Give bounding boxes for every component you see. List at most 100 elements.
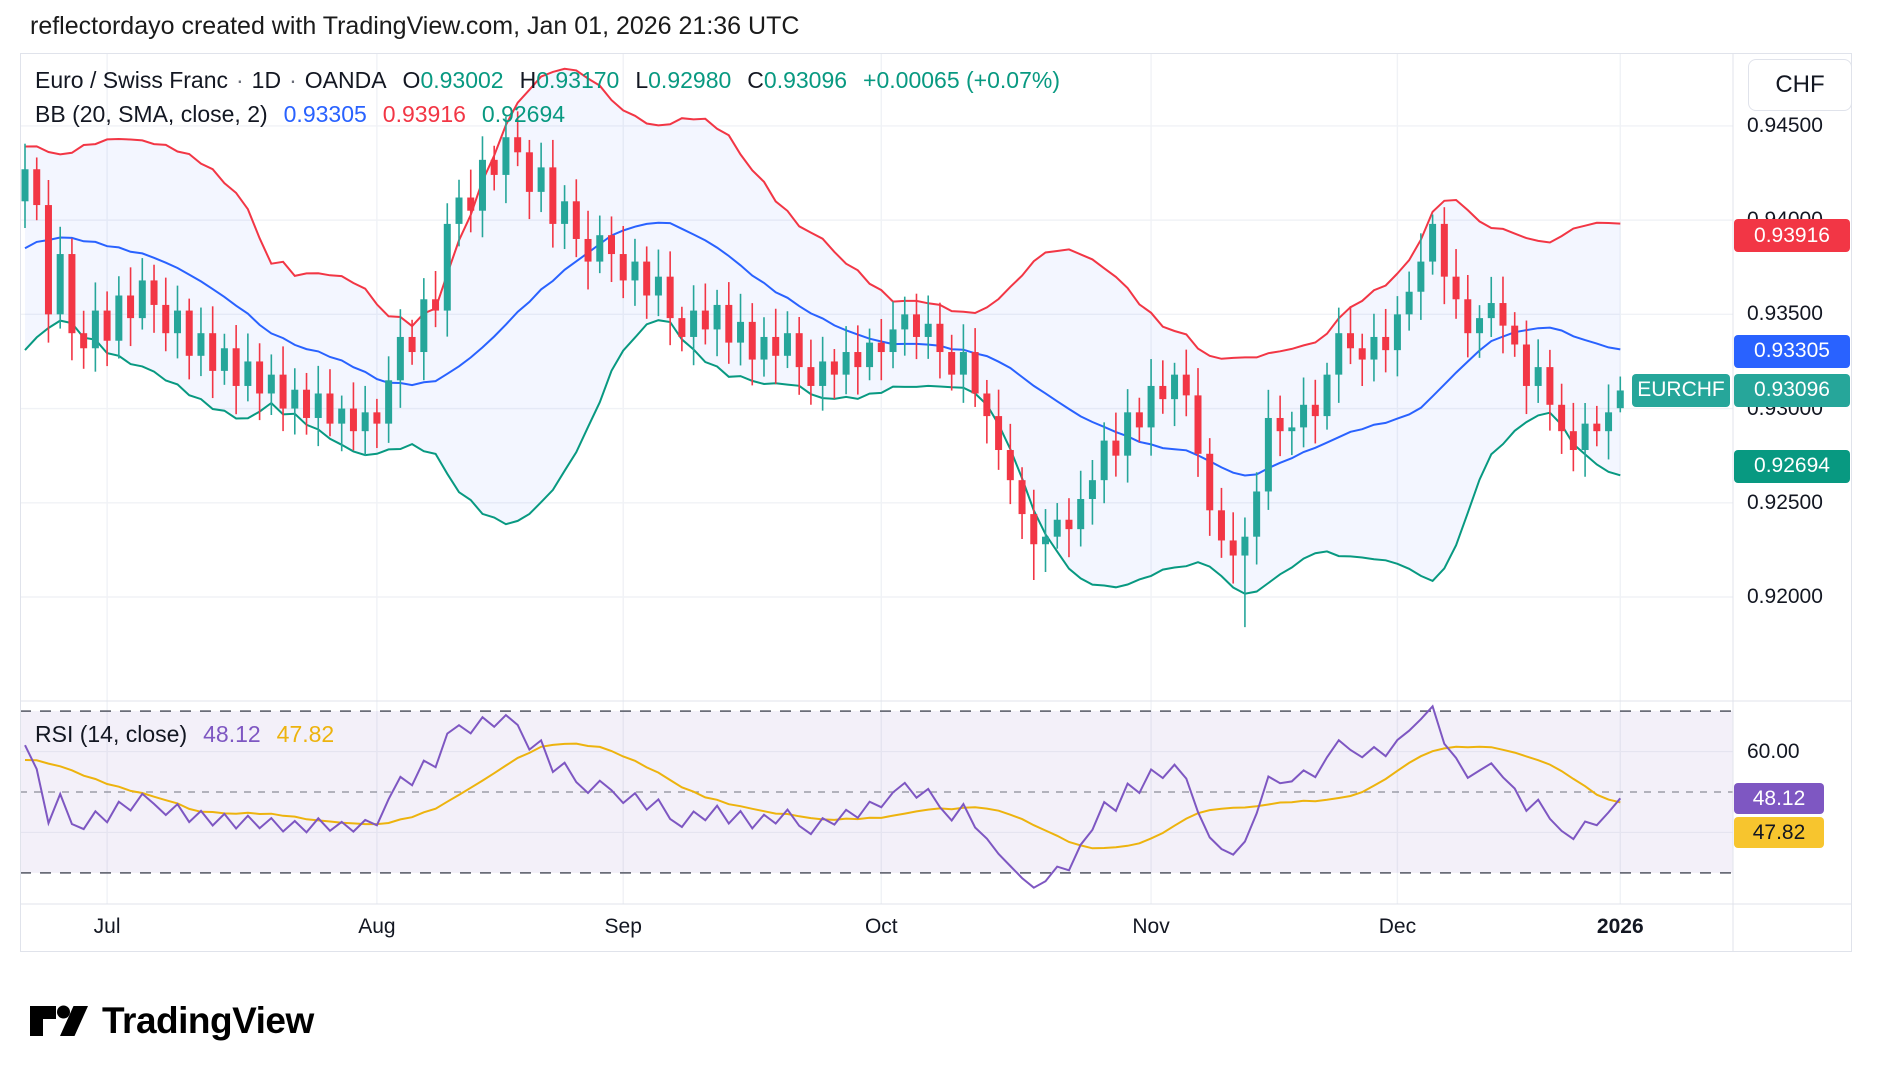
candle-body	[21, 169, 29, 202]
candle-body	[1499, 303, 1507, 326]
candle-body	[326, 393, 334, 424]
candle-body	[338, 408, 346, 424]
attribution-text: reflectordayo created with TradingView.c…	[30, 12, 800, 40]
candle-body	[877, 342, 885, 353]
candle-body	[502, 137, 510, 175]
candle-body	[279, 374, 287, 409]
candle-body	[737, 321, 745, 343]
rsi-legend[interactable]: RSI (14, close) 48.12 47.82	[35, 721, 334, 748]
candle-body	[643, 261, 651, 296]
time-axis-label-jul: Jul	[93, 915, 121, 938]
candle-body	[396, 336, 404, 381]
time-axis-label-sep: Sep	[604, 915, 642, 938]
symbol-legend[interactable]: Euro / Swiss Franc · 1D · OANDA O0.93002 H0.93…	[35, 67, 1060, 94]
time-axis-label-aug: Aug	[358, 915, 396, 938]
candle-body	[889, 329, 897, 353]
candle-body	[432, 299, 440, 311]
candle-body	[1464, 299, 1472, 334]
bb-lower-price-badge: 0.92694	[1734, 449, 1850, 483]
candle-body	[1358, 348, 1366, 360]
candle-body	[830, 361, 838, 375]
high-value: 0.93170	[536, 67, 620, 93]
candle-body	[1616, 390, 1624, 409]
time-axis-label-2026: 2026	[1596, 915, 1644, 938]
rsi-value: 48.12	[203, 721, 261, 747]
candle-body	[408, 336, 416, 353]
candle-body	[1429, 223, 1437, 262]
candle-body	[1124, 412, 1132, 456]
candle-body	[420, 299, 428, 353]
separator: ·	[289, 67, 297, 93]
candle-body	[725, 304, 733, 343]
candle-body	[1311, 404, 1319, 417]
time-axis-label-oct: Oct	[864, 915, 898, 938]
rsi-value-badge: 48.12	[1734, 783, 1824, 814]
candle-body	[478, 159, 486, 211]
close-label: C	[747, 67, 764, 93]
bb-upper-line	[24, 67, 1621, 360]
bb-label: BB (20, SMA, close, 2)	[35, 101, 268, 127]
candle-body	[349, 408, 357, 432]
candle-body	[1206, 453, 1214, 511]
rsi-axis-tick: 60.00	[1747, 739, 1800, 763]
candle-body	[1382, 336, 1390, 351]
candle-body	[690, 310, 698, 337]
candle-body	[760, 336, 768, 360]
rsi-ma-value: 47.82	[276, 721, 335, 747]
price-tick-label: 0.92000	[1747, 584, 1823, 608]
candle-body	[572, 201, 580, 239]
candle-body	[1417, 261, 1425, 292]
candle-body	[525, 152, 533, 192]
price-tick-label: 0.94500	[1747, 113, 1823, 137]
candle-body	[173, 310, 181, 334]
rsi-line	[24, 704, 1622, 889]
candle-body	[971, 352, 979, 394]
price-chart[interactable]	[20, 53, 1852, 952]
candle-body	[795, 333, 803, 368]
candle-body	[1511, 325, 1519, 345]
candle-body	[1593, 423, 1601, 432]
candle-body	[1393, 314, 1401, 351]
candle-body	[1346, 333, 1354, 349]
tradingview-logo[interactable]: TradingView	[30, 998, 314, 1044]
open-label: O	[402, 67, 421, 93]
candle-body	[1241, 536, 1249, 556]
candle-body	[197, 333, 205, 356]
candle-body	[842, 352, 850, 375]
candle-body	[467, 197, 475, 211]
candle-body	[1440, 223, 1448, 277]
candle-body	[1077, 499, 1085, 530]
candle-body	[1053, 519, 1061, 537]
candle-body	[631, 261, 639, 281]
candle-body	[654, 276, 662, 296]
bb-upper-value: 0.93916	[382, 101, 466, 127]
candle-body	[936, 323, 944, 353]
bb-basis-price-badge: 0.93305	[1734, 334, 1850, 368]
candle-body	[1217, 510, 1225, 541]
high-label: H	[519, 67, 537, 93]
candle-body	[1323, 374, 1331, 417]
currency-button[interactable]: CHF	[1748, 59, 1852, 111]
price-tick-label: 0.93500	[1747, 302, 1823, 326]
candle-body	[1558, 404, 1566, 432]
bb-legend[interactable]: BB (20, SMA, close, 2) 0.93305 0.93916 0.92…	[35, 101, 565, 128]
candle-body	[56, 254, 64, 315]
candle-body	[983, 393, 991, 417]
symbol-price-flag: EURCHF	[1632, 373, 1730, 407]
candle-body	[678, 318, 686, 337]
exchange-label: OANDA	[304, 67, 387, 93]
candle-body	[127, 295, 135, 319]
candle-body	[267, 374, 275, 394]
candle-body	[373, 412, 381, 424]
candle-body	[1487, 303, 1495, 319]
candle-body	[1522, 344, 1530, 386]
candle-body	[1476, 318, 1484, 334]
candle-body	[1194, 395, 1202, 454]
candle-body	[1370, 336, 1378, 360]
bb-lower-value: 0.92694	[481, 101, 566, 127]
candle-body	[1300, 404, 1308, 428]
candle-body	[584, 238, 592, 262]
time-axis-label-nov: Nov	[1132, 915, 1170, 938]
candle-body	[303, 389, 311, 418]
candle-body	[561, 201, 569, 224]
